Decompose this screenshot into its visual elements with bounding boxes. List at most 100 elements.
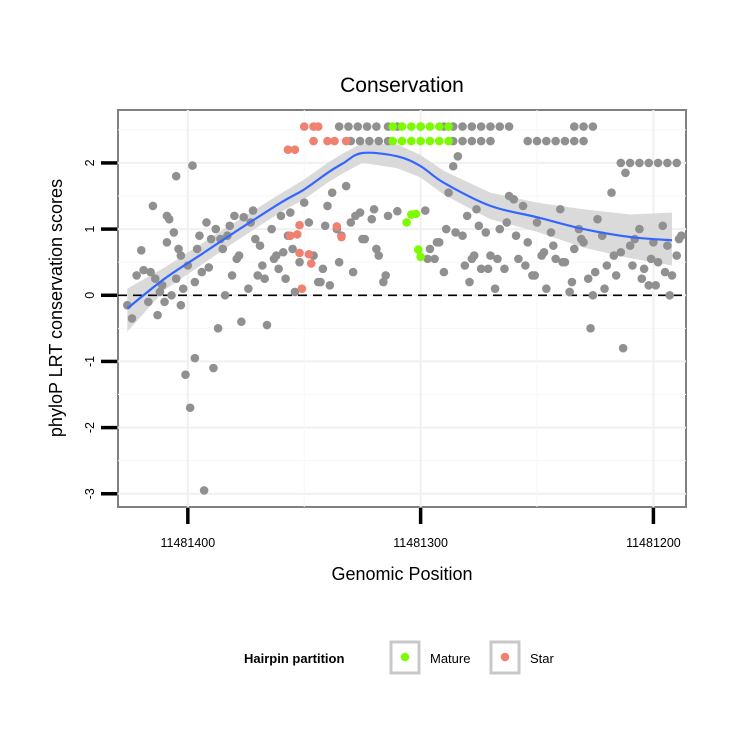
data-point xyxy=(616,247,626,257)
data-point xyxy=(334,257,344,267)
legend-label-mature: Mature xyxy=(430,651,470,666)
data-point xyxy=(192,244,202,254)
data-point xyxy=(127,314,137,323)
data-point xyxy=(358,234,367,244)
data-point-star xyxy=(295,220,304,230)
data-point xyxy=(509,195,519,204)
data-point xyxy=(476,122,486,131)
y-axis-ticks: -3 -2 -1 0 1 2 xyxy=(83,159,117,499)
data-point xyxy=(672,158,681,168)
data-point xyxy=(549,241,558,250)
data-point xyxy=(618,343,628,353)
smooth-confidence-band xyxy=(127,143,673,332)
data-point-star xyxy=(295,248,304,258)
data-point xyxy=(334,122,344,131)
data-point-mature xyxy=(425,136,435,146)
data-point xyxy=(181,370,190,379)
data-point xyxy=(667,271,677,280)
data-point xyxy=(299,198,309,207)
data-point xyxy=(444,188,453,198)
data-point xyxy=(546,228,556,237)
data-point xyxy=(600,284,609,293)
data-point xyxy=(355,208,365,217)
data-point xyxy=(430,254,439,264)
data-point xyxy=(658,221,668,231)
data-point-mature xyxy=(425,122,435,131)
data-point xyxy=(260,274,269,284)
data-point xyxy=(653,257,663,267)
data-point xyxy=(327,188,337,198)
data-point xyxy=(625,241,635,250)
data-point xyxy=(362,122,372,131)
data-point-mature xyxy=(434,136,444,146)
data-point xyxy=(514,254,523,264)
data-point xyxy=(202,218,211,227)
data-point xyxy=(251,234,260,244)
data-point-mature xyxy=(407,136,416,146)
data-point xyxy=(588,122,598,131)
data-point xyxy=(174,244,183,254)
data-point xyxy=(206,234,216,244)
data-point xyxy=(646,254,656,264)
data-point xyxy=(267,224,276,234)
data-point xyxy=(218,244,228,254)
data-point xyxy=(318,264,328,274)
data-point xyxy=(625,158,635,168)
data-point xyxy=(448,161,458,171)
data-point xyxy=(644,158,654,168)
data-point xyxy=(369,204,379,214)
data-point xyxy=(285,208,295,217)
confidence-band xyxy=(127,143,673,332)
data-point xyxy=(665,290,675,300)
data-point xyxy=(635,224,644,234)
data-point xyxy=(458,231,467,241)
data-point xyxy=(588,290,598,300)
data-point-mature xyxy=(388,136,397,146)
y-tick-label: -2 xyxy=(83,422,97,433)
data-point xyxy=(143,297,153,307)
data-point xyxy=(197,267,207,277)
data-point xyxy=(160,297,169,307)
data-point xyxy=(555,204,565,214)
data-point xyxy=(139,265,148,275)
data-point xyxy=(560,136,570,146)
data-point-star xyxy=(323,136,332,146)
data-point xyxy=(579,122,588,131)
data-point xyxy=(248,206,258,215)
data-point xyxy=(278,247,288,257)
chart-title: Conservation xyxy=(340,74,464,97)
data-point xyxy=(372,122,381,131)
data-point xyxy=(504,122,514,131)
data-point-mature xyxy=(388,122,397,131)
data-point xyxy=(344,122,353,131)
data-point xyxy=(383,211,393,221)
data-point xyxy=(162,238,172,247)
data-point xyxy=(530,271,539,280)
data-point xyxy=(644,281,654,290)
data-point-mature xyxy=(416,136,425,146)
y-tick-label: 2 xyxy=(83,159,97,166)
data-point xyxy=(164,214,174,224)
data-point-star xyxy=(337,232,346,242)
data-point xyxy=(567,277,577,287)
data-point xyxy=(521,261,530,270)
data-point-star xyxy=(306,259,316,268)
data-point xyxy=(150,274,160,284)
data-point xyxy=(253,271,262,280)
data-point xyxy=(244,284,253,293)
y-tick-label: 1 xyxy=(83,226,97,233)
legend: Hairpin partition Mature Star xyxy=(244,640,555,675)
data-point xyxy=(190,353,200,363)
data-point xyxy=(511,231,521,241)
y-tick-label: -3 xyxy=(83,488,97,499)
data-point-mature xyxy=(411,209,421,219)
data-point xyxy=(677,231,686,241)
data-point xyxy=(639,264,649,274)
data-point xyxy=(348,267,358,277)
data-point xyxy=(462,211,472,221)
data-point xyxy=(281,274,290,284)
x-tick-label: 11481400 xyxy=(160,536,215,550)
data-point xyxy=(258,261,267,270)
data-point xyxy=(155,287,165,297)
smooth-trend-line xyxy=(126,151,673,310)
